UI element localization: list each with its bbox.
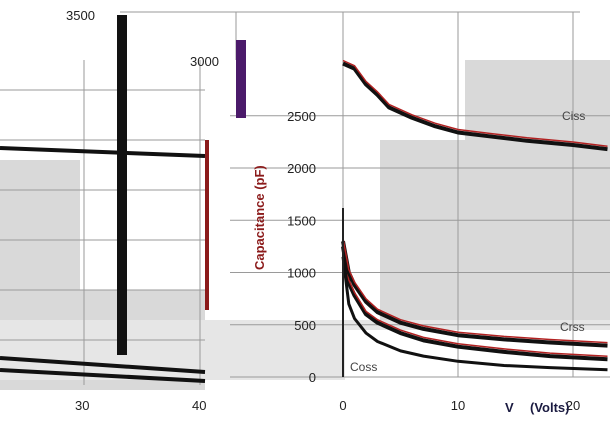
bg-panel-left-top [0, 70, 205, 160]
y-tick-label: 2000 [287, 161, 316, 176]
series-label-ciss: Ciss [562, 109, 585, 123]
series-line-red-1 [342, 59, 608, 147]
left-x-tick-40: 40 [192, 398, 206, 413]
left-y-tick-3500: 3500 [66, 8, 95, 23]
left-x-tick-30: 30 [75, 398, 89, 413]
tick-layer: 0 500 1000 1500 2000 2500 0 10 20 [287, 109, 580, 413]
y-tick-label: 1500 [287, 213, 316, 228]
x-axis-title-unit: (Volts) [530, 400, 569, 415]
x-tick-label: 10 [451, 398, 465, 413]
left-curve-ciss [0, 146, 206, 158]
series-line-red-3 [342, 238, 608, 344]
bg-panel-left-mid [80, 160, 205, 290]
left-y-tick-3000: 3000 [190, 54, 219, 69]
x-tick-label: 20 [566, 398, 580, 413]
y-tick-label: 0 [309, 370, 316, 385]
x-axis-title-var: V [505, 400, 514, 415]
y-tick-label: 1000 [287, 266, 316, 281]
series-line-4 [341, 256, 608, 372]
series-line-3 [341, 240, 608, 348]
y-tick-label: 2500 [287, 109, 316, 124]
left-curve-coss [0, 356, 206, 374]
series-line-1 [342, 61, 608, 152]
series-line-red-2 [342, 243, 608, 357]
y-tick-label: 500 [294, 318, 316, 333]
series-layer [341, 59, 608, 377]
left-vertical-bar [117, 15, 127, 355]
bg-panel-right-white [380, 60, 465, 140]
left-red-marker [205, 140, 209, 310]
left-chart-marks [0, 15, 246, 383]
series-line-2 [341, 246, 608, 362]
left-curve-crss [0, 368, 206, 383]
x-tick-label: 0 [339, 398, 346, 413]
series-label-coss: Coss [350, 360, 377, 374]
series-label-crss: Crss [560, 320, 585, 334]
y-axis-title: Capacitance (pF) [252, 165, 267, 270]
purple-marker [236, 40, 246, 118]
